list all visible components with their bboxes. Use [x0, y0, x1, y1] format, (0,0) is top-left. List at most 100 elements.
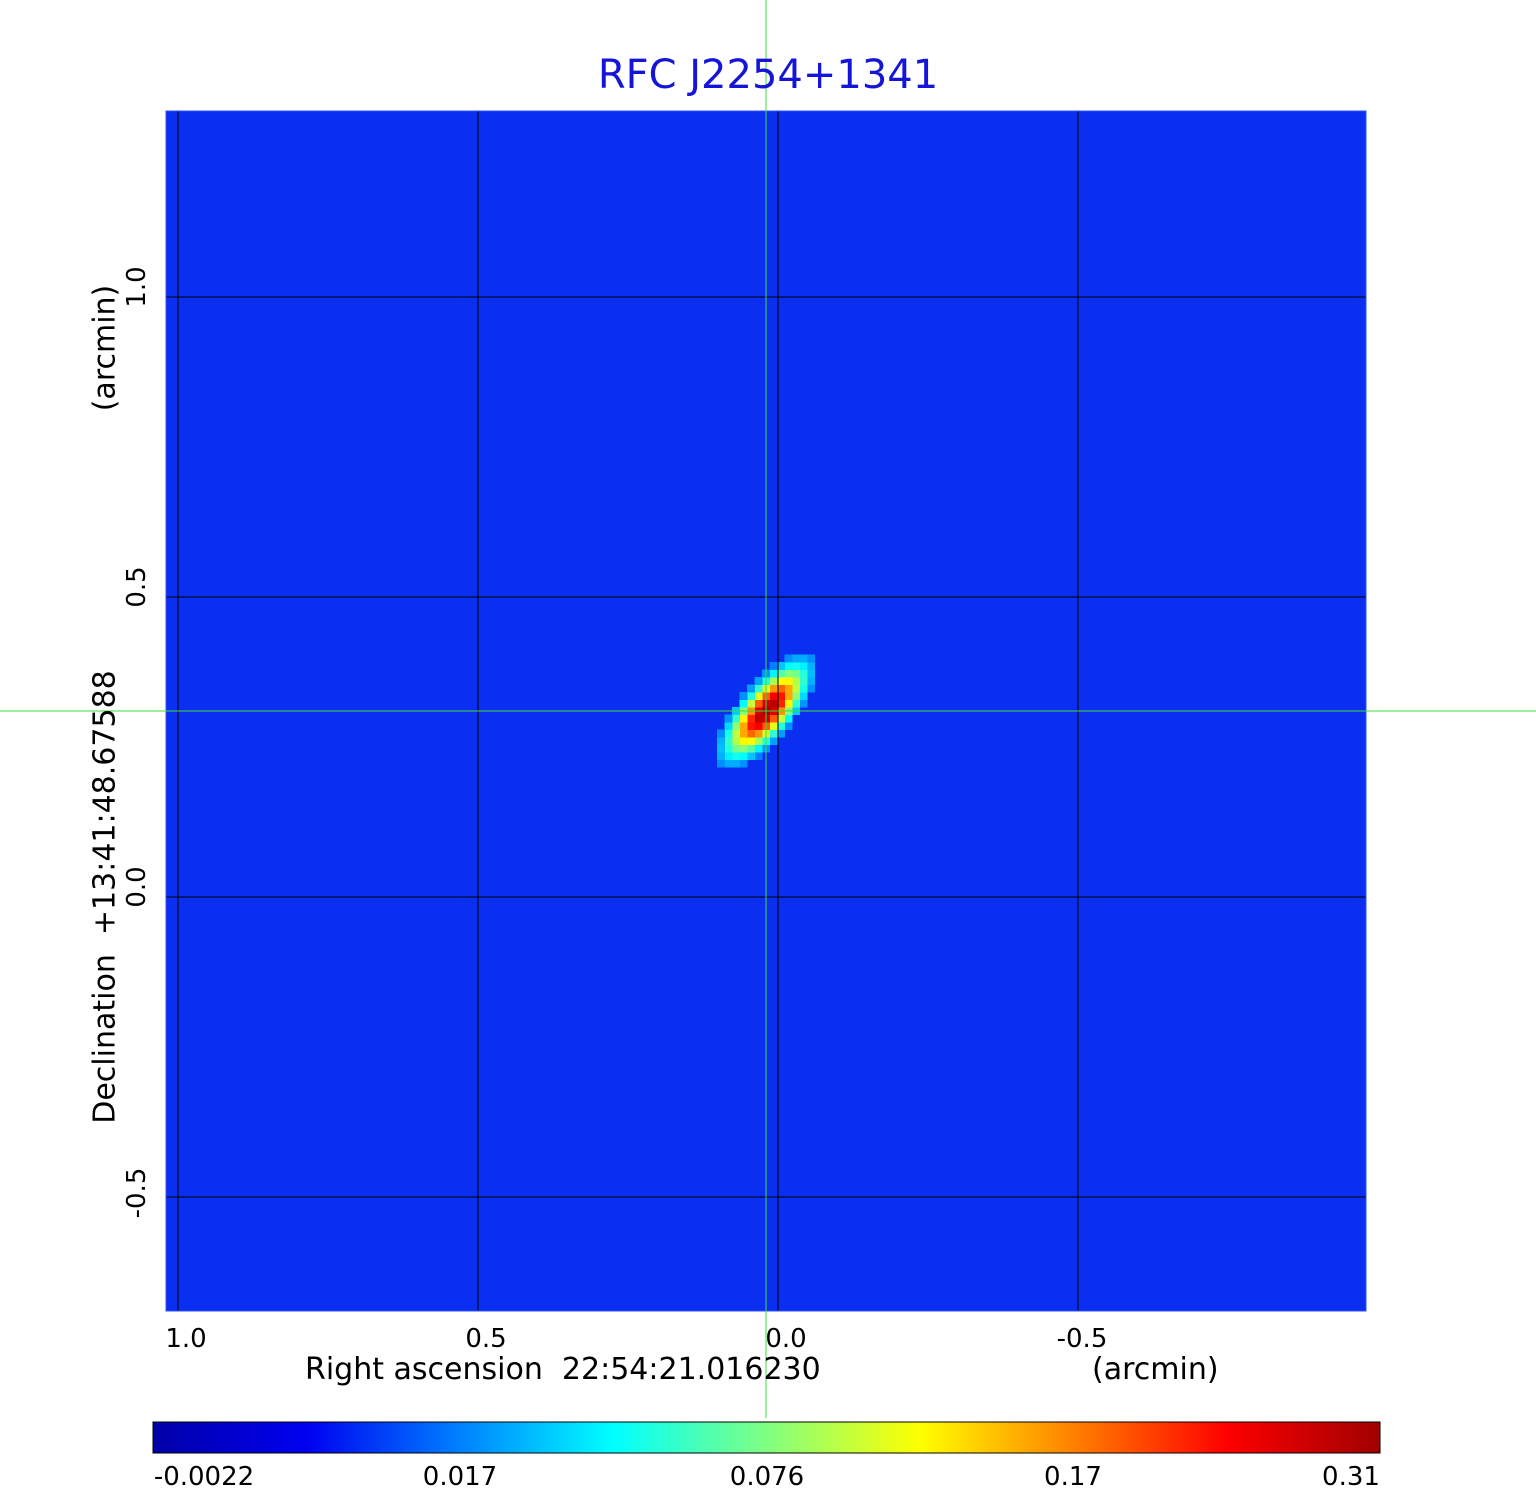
- colorbar-tick-label: 0.17: [1044, 1462, 1102, 1492]
- chart-title: RFC J2254+1341: [597, 52, 939, 98]
- image-pixel: [754, 752, 763, 760]
- y-tick-label: 0.0: [122, 866, 152, 908]
- image-pixel: [799, 684, 808, 693]
- image-pixel: [739, 759, 748, 768]
- image-pixel: [769, 692, 778, 700]
- image-pixel: [732, 737, 740, 745]
- image-pixel: [754, 744, 763, 753]
- x-axis-unit: (arcmin): [1092, 1352, 1219, 1387]
- image-pixel: [777, 669, 785, 678]
- image-pixel: [777, 729, 785, 738]
- image-pixel: [747, 752, 755, 760]
- x-tick-label: -0.5: [1056, 1324, 1108, 1354]
- image-pixel: [732, 744, 740, 753]
- image-pixel: [807, 662, 815, 670]
- image-pixel: [777, 699, 785, 708]
- image-pixel: [754, 729, 763, 738]
- image-pixel: [754, 722, 763, 730]
- image-pixel: [784, 692, 793, 700]
- colorbar-tick-label: 0.076: [729, 1462, 805, 1492]
- image-pixel: [747, 722, 755, 730]
- crosshair: [0, 0, 1536, 1418]
- image-pixel: [717, 737, 725, 745]
- image-pixel: [792, 669, 800, 678]
- image-pixel: [754, 714, 763, 723]
- image-pixel: [739, 722, 748, 730]
- image-pixel: [784, 662, 793, 670]
- image-pixel: [769, 684, 778, 693]
- image-pixel: [792, 699, 800, 708]
- image-pixel: [724, 722, 733, 730]
- image-pixel: [732, 759, 740, 768]
- image-pixel: [732, 729, 740, 738]
- image-pixel: [739, 714, 748, 723]
- image-pixel: [777, 714, 785, 723]
- image-pixel: [747, 737, 755, 745]
- image-pixel: [784, 684, 793, 693]
- image-pixel: [792, 654, 800, 663]
- image-pixel: [769, 677, 778, 685]
- image-pixel: [799, 669, 808, 678]
- image-pixel: [799, 692, 808, 700]
- image-pixel: [807, 677, 815, 685]
- image-pixel: [754, 677, 763, 685]
- image-pixel: [799, 677, 808, 685]
- y-tick-label: -0.5: [122, 1167, 152, 1219]
- image-pixel: [784, 699, 793, 708]
- image-pixel: [777, 692, 785, 700]
- image-pixel: [717, 759, 725, 768]
- image-pixel: [754, 692, 763, 700]
- image-pixel: [754, 737, 763, 745]
- image-pixel: [732, 722, 740, 730]
- image-pixel: [777, 684, 785, 693]
- image-pixel: [792, 684, 800, 693]
- image-pixel: [754, 684, 763, 693]
- image-pixel: [784, 669, 793, 678]
- image-pixel: [724, 737, 733, 745]
- image-pixel: [777, 677, 785, 685]
- image-pixel: [739, 744, 748, 753]
- colorbar-tick-label: 0.017: [422, 1462, 498, 1492]
- image-pixel: [769, 669, 778, 678]
- image-pixel: [792, 662, 800, 670]
- image-pixel: [799, 699, 808, 708]
- x-axis-label: Right ascension 22:54:21.016230: [305, 1352, 821, 1387]
- image-pixel: [747, 699, 755, 708]
- image-pixel: [807, 654, 815, 663]
- image-pixel: [792, 692, 800, 700]
- image-pixel: [754, 699, 763, 708]
- image-pixel: [739, 729, 748, 738]
- image-pixel: [747, 684, 755, 693]
- image-pixel: [724, 714, 733, 723]
- image-pixel: [799, 662, 808, 670]
- image-pixel: [739, 692, 748, 700]
- image-pixel: [724, 752, 733, 760]
- x-tick-label: 0.5: [465, 1324, 507, 1354]
- image-pixel: [784, 722, 793, 730]
- image-pixel: [769, 714, 778, 723]
- image-pixel: [724, 729, 733, 738]
- image-pixel: [732, 714, 740, 723]
- image-pixel: [807, 684, 815, 693]
- image-pixel: [769, 699, 778, 708]
- image-pixel: [739, 737, 748, 745]
- image-pixel: [747, 729, 755, 738]
- x-tick-label: 0.0: [765, 1324, 807, 1354]
- y-axis-label: Declination +13:41:48.67588: [87, 670, 123, 1124]
- image-pixel: [769, 722, 778, 730]
- image-pixel: [739, 752, 748, 760]
- image-pixel: [777, 722, 785, 730]
- image-pixel: [807, 669, 815, 678]
- x-tick-label: 1.0: [165, 1324, 207, 1354]
- image-pixel: [747, 714, 755, 723]
- image-pixel: [799, 654, 808, 663]
- colorbar-tick-label: 0.31: [1322, 1462, 1380, 1492]
- image-pixel: [784, 714, 793, 723]
- image-pixel: [717, 744, 725, 753]
- y-axis-unit: (arcmin): [87, 284, 123, 412]
- image-pixel: [724, 744, 733, 753]
- image-pixel: [777, 662, 785, 670]
- image-pixel: [732, 752, 740, 760]
- image-pixel: [769, 729, 778, 738]
- colorbar-tick-label: -0.0022: [153, 1462, 255, 1492]
